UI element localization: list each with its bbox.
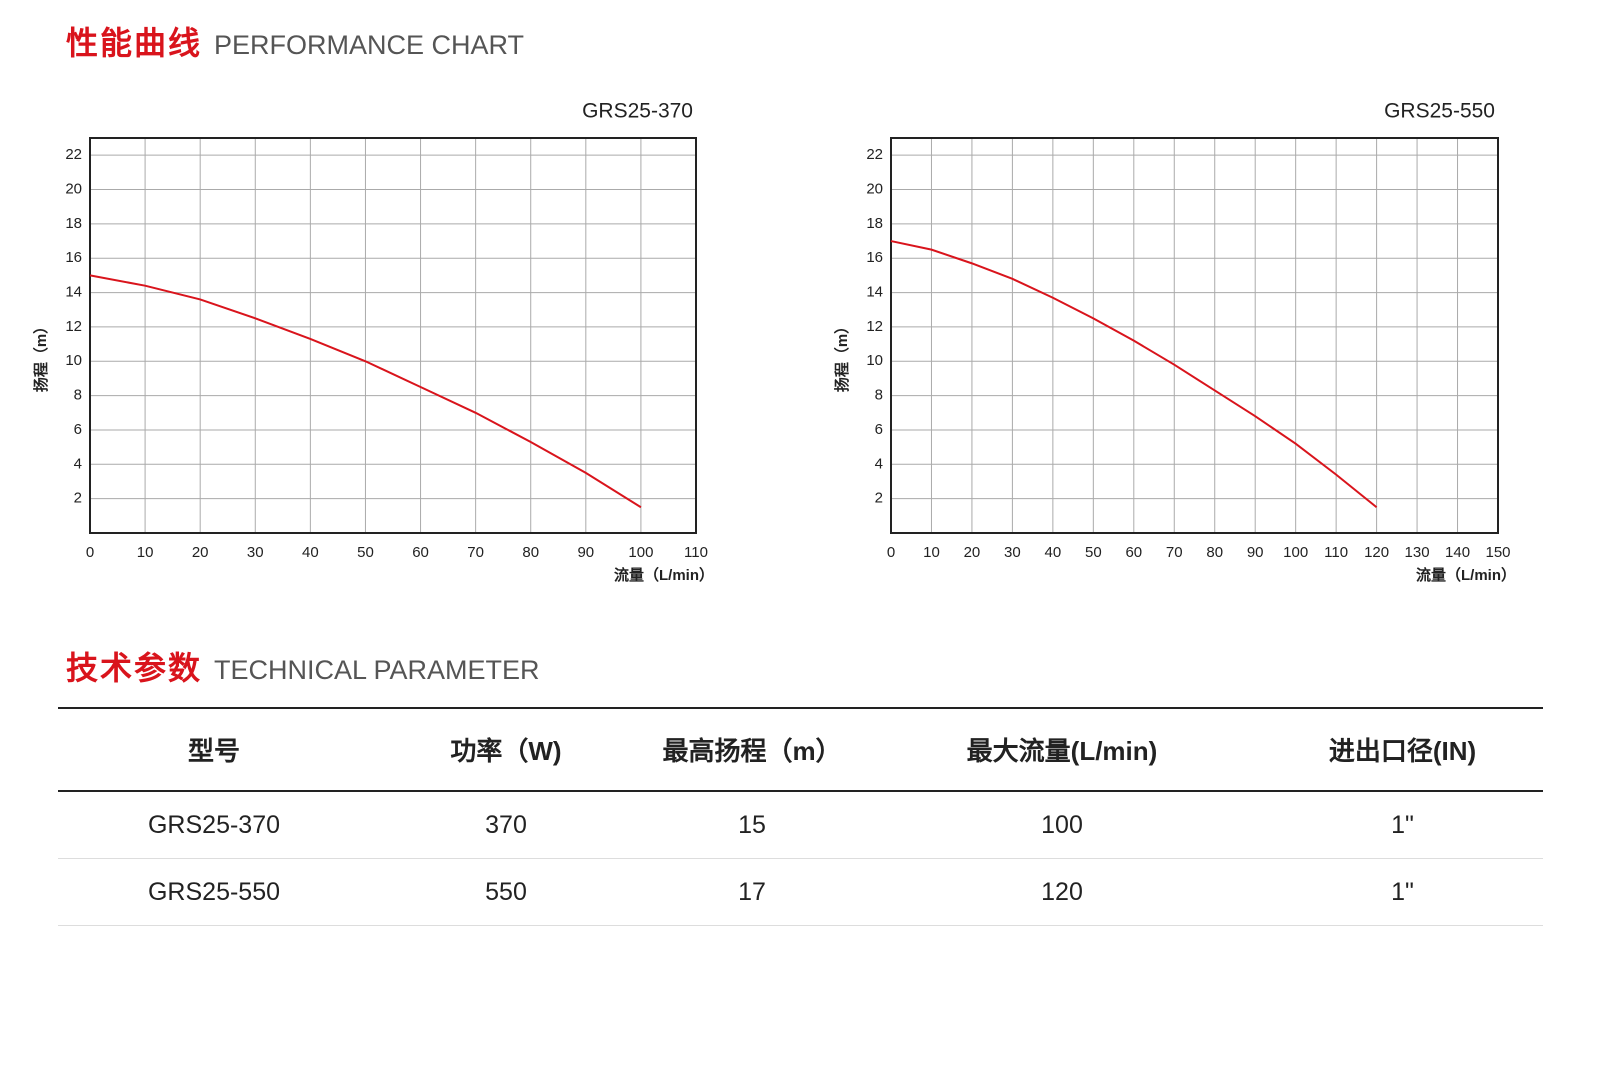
curve xyxy=(890,240,1378,509)
y-tick-label: 6 xyxy=(875,421,883,438)
x-tick-label: 150 xyxy=(1485,544,1510,561)
y-tick-label: 14 xyxy=(65,284,82,301)
x-axis-label: 流量（L/min） xyxy=(1416,566,1516,584)
x-tick-label: 60 xyxy=(1125,544,1142,561)
y-tick-label: 6 xyxy=(74,421,82,438)
x-tick-label: 40 xyxy=(302,544,319,561)
x-tick-label: 20 xyxy=(964,544,981,561)
y-tick-label: 18 xyxy=(866,215,883,232)
x-tick-label: 120 xyxy=(1364,544,1389,561)
chart-title: GRS25-370 xyxy=(582,100,693,123)
table-cell: 1" xyxy=(1262,791,1543,859)
y-tick-label: 18 xyxy=(65,215,82,232)
table-cell: 17 xyxy=(642,858,862,926)
x-tick-label: 60 xyxy=(412,544,429,561)
x-tick-label: 30 xyxy=(1004,544,1021,561)
curve xyxy=(89,274,642,509)
x-tick-label: 10 xyxy=(137,544,154,561)
table-cell: GRS25-550 xyxy=(58,858,370,926)
plot-frame xyxy=(89,137,697,534)
y-tick-label: 2 xyxy=(74,490,82,507)
table-cell: 1" xyxy=(1262,858,1543,926)
section-title: 性能曲线 xyxy=(66,25,203,61)
x-tick-label: 80 xyxy=(1206,544,1223,561)
table-row: GRS25-370 370 15 100 1" xyxy=(58,791,1543,859)
x-tick-label: 30 xyxy=(247,544,264,561)
table-cell: 550 xyxy=(370,858,642,926)
x-tick-label: 100 xyxy=(1283,544,1308,561)
x-tick-label: 80 xyxy=(522,544,539,561)
y-tick-label: 8 xyxy=(875,387,883,404)
x-axis-label: 流量（L/min） xyxy=(614,566,714,584)
x-tick-label: 110 xyxy=(684,544,708,561)
section-header: 技术参数 TECHNICAL PARAMETER xyxy=(66,643,540,689)
y-tick-label: 20 xyxy=(65,180,82,197)
section-subtitle: PERFORMANCE CHART xyxy=(214,30,525,60)
x-tick-label: 10 xyxy=(923,544,940,561)
table-cell: 100 xyxy=(862,791,1262,859)
table-cell: 370 xyxy=(370,791,642,859)
x-tick-label: 130 xyxy=(1405,544,1430,561)
y-tick-label: 16 xyxy=(866,249,883,266)
chart-title: GRS25-550 xyxy=(1384,100,1495,123)
header-cell: 进出口径(IN) xyxy=(1262,707,1543,792)
y-tick-label: 10 xyxy=(866,352,883,369)
table-cell: 15 xyxy=(642,791,862,859)
x-tick-label: 70 xyxy=(467,544,484,561)
table-cell: 120 xyxy=(862,858,1262,926)
x-tick-label: 70 xyxy=(1166,544,1183,561)
header-cell: 最大流量(L/min) xyxy=(862,707,1262,792)
y-axis-label: 扬程（m） xyxy=(833,319,851,392)
x-tick-label: 100 xyxy=(628,544,653,561)
x-tick-label: 40 xyxy=(1045,544,1062,561)
y-tick-label: 2 xyxy=(875,490,883,507)
y-tick-label: 4 xyxy=(74,455,82,472)
y-tick-label: 22 xyxy=(866,146,883,163)
y-tick-label: 20 xyxy=(866,180,883,197)
x-tick-label: 20 xyxy=(192,544,209,561)
y-tick-label: 12 xyxy=(65,318,82,335)
y-tick-label: 12 xyxy=(866,318,883,335)
header-cell: 型号 xyxy=(58,707,370,792)
y-tick-label: 4 xyxy=(875,455,883,472)
header-row: 型号 功率（W) 最高扬程（m） 最大流量(L/min) 进出口径(IN) xyxy=(58,707,1543,792)
section-subtitle: TECHNICAL PARAMETER xyxy=(214,655,540,685)
table-row: GRS25-550 550 17 120 1" xyxy=(58,858,1543,926)
x-tick-label: 140 xyxy=(1445,544,1470,561)
table-cell: GRS25-370 xyxy=(58,791,370,859)
parameter-table: 型号 功率（W) 最高扬程（m） 最大流量(L/min) 进出口径(IN) GRS25-… xyxy=(58,707,1543,926)
header-cell: 最高扬程（m） xyxy=(642,707,862,792)
y-tick-label: 22 xyxy=(65,146,82,163)
x-tick-label: 110 xyxy=(1324,544,1348,561)
y-tick-label: 8 xyxy=(74,387,82,404)
x-tick-label: 50 xyxy=(357,544,374,561)
x-tick-label: 90 xyxy=(1247,544,1264,561)
x-tick-label: 90 xyxy=(577,544,594,561)
y-axis-label: 扬程（m） xyxy=(32,319,50,392)
section-header: 性能曲线 PERFORMANCE CHART xyxy=(66,18,524,64)
y-tick-label: 10 xyxy=(65,352,82,369)
x-tick-label: 0 xyxy=(86,544,94,561)
header-cell: 功率（W) xyxy=(370,707,642,792)
y-tick-label: 16 xyxy=(65,249,82,266)
y-tick-label: 14 xyxy=(866,284,883,301)
plot-frame xyxy=(890,137,1499,534)
section-title: 技术参数 xyxy=(66,650,203,686)
x-tick-label: 0 xyxy=(887,544,895,561)
x-tick-label: 50 xyxy=(1085,544,1102,561)
